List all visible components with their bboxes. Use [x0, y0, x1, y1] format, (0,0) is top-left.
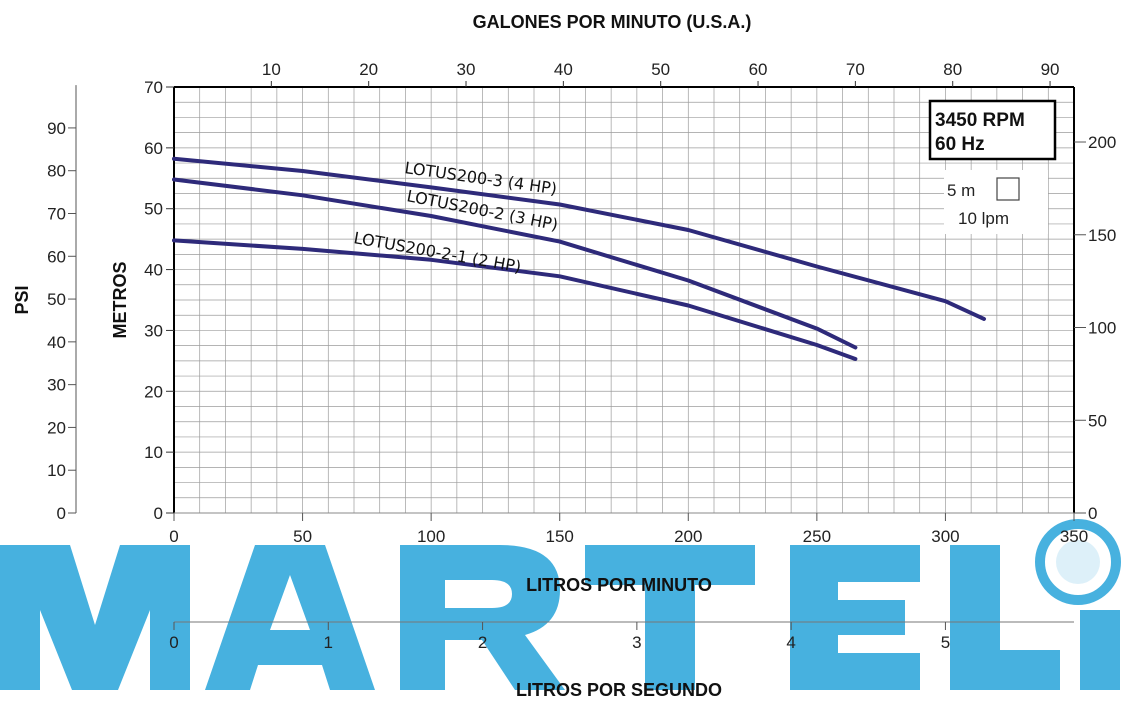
lps-tick-label: 5: [941, 633, 950, 652]
psi-axis-label: PSI: [12, 285, 32, 314]
feet-tick-label: 0: [1088, 504, 1097, 523]
metros-tick-label: 70: [144, 78, 163, 97]
psi-tick-label: 10: [47, 461, 66, 480]
gpm-tick-label: 10: [262, 60, 281, 79]
gpm-tick-label: 20: [359, 60, 378, 79]
watermark-globe-dot: [1056, 540, 1100, 584]
feet-tick-label: 100: [1088, 319, 1116, 338]
metros-tick-label: 20: [144, 382, 163, 401]
lpm-tick-label: 200: [674, 527, 702, 546]
watermark-letter-e: [790, 545, 920, 690]
lpm-tick-label: 300: [931, 527, 959, 546]
gpm-tick-label: 80: [943, 60, 962, 79]
series-line-3: [172, 238, 858, 361]
info-box: [928, 99, 1057, 161]
feet-tick-label: 200: [1088, 133, 1116, 152]
lps-axis-label: LITROS POR SEGUNDO: [516, 680, 722, 700]
watermark-letter-r: [400, 545, 565, 690]
metros-tick-label: 10: [144, 443, 163, 462]
watermark-letter-m: [0, 545, 190, 690]
feet-tick-label: 150: [1088, 226, 1116, 245]
series-line-1: [172, 156, 986, 321]
watermark-letter-i-stem: [1080, 610, 1120, 690]
watermark-letter-l: [950, 545, 1060, 690]
lps-tick-label: 0: [169, 633, 178, 652]
watermark-globe-ring: [1035, 519, 1121, 605]
gpm-tick-label: 70: [846, 60, 865, 79]
metros-tick-label: 50: [144, 200, 163, 219]
lpm-tick-label: 50: [293, 527, 312, 546]
gpm-tick-label: 90: [1041, 60, 1060, 79]
scale-legend-background: [944, 170, 1048, 234]
psi-tick-label: 20: [47, 418, 66, 437]
psi-tick-label: 40: [47, 333, 66, 352]
metros-tick-label: 60: [144, 139, 163, 158]
psi-tick-label: 90: [47, 119, 66, 138]
psi-tick-label: 80: [47, 162, 66, 181]
lps-tick-label: 4: [786, 633, 795, 652]
lpm-tick-label: 100: [417, 527, 445, 546]
watermark-letter-t: [585, 545, 755, 690]
gpm-tick-label: 30: [457, 60, 476, 79]
scale-legend-height: 5 m: [947, 181, 975, 200]
lpm-tick-label: 0: [169, 527, 178, 546]
watermark-letter-a: [205, 545, 375, 690]
scale-legend-flow: 10 lpm: [958, 209, 1009, 228]
metros-tick-label: 40: [144, 261, 163, 280]
lps-tick-label: 1: [324, 633, 333, 652]
psi-tick-label: 60: [47, 247, 66, 266]
info-box-hz: 60 Hz: [935, 134, 985, 155]
lpm-tick-label: 150: [546, 527, 574, 546]
chart-title: GALONES POR MINUTO (U.S.A.): [473, 12, 752, 32]
lps-tick-label: 2: [478, 633, 487, 652]
series-line-2: [172, 177, 858, 350]
psi-tick-label: 50: [47, 290, 66, 309]
feet-tick-label: 50: [1088, 411, 1107, 430]
lpm-tick-label: 350: [1060, 527, 1088, 546]
lpm-tick-label: 250: [803, 527, 831, 546]
metros-axis-label: METROS: [110, 261, 130, 338]
lps-tick-label: 3: [632, 633, 641, 652]
info-box-rpm: 3450 RPM: [935, 110, 1025, 131]
psi-tick-label: 30: [47, 376, 66, 395]
metros-tick-label: 30: [144, 321, 163, 340]
gpm-tick-label: 40: [554, 60, 573, 79]
gpm-tick-label: 50: [651, 60, 670, 79]
gpm-tick-label: 60: [749, 60, 768, 79]
psi-tick-label: 70: [47, 204, 66, 223]
scale-legend-square: [996, 177, 1020, 201]
metros-tick-label: 0: [154, 504, 163, 523]
lpm-axis-label: LITROS POR MINUTO: [526, 575, 712, 595]
psi-tick-label: 0: [57, 504, 66, 523]
